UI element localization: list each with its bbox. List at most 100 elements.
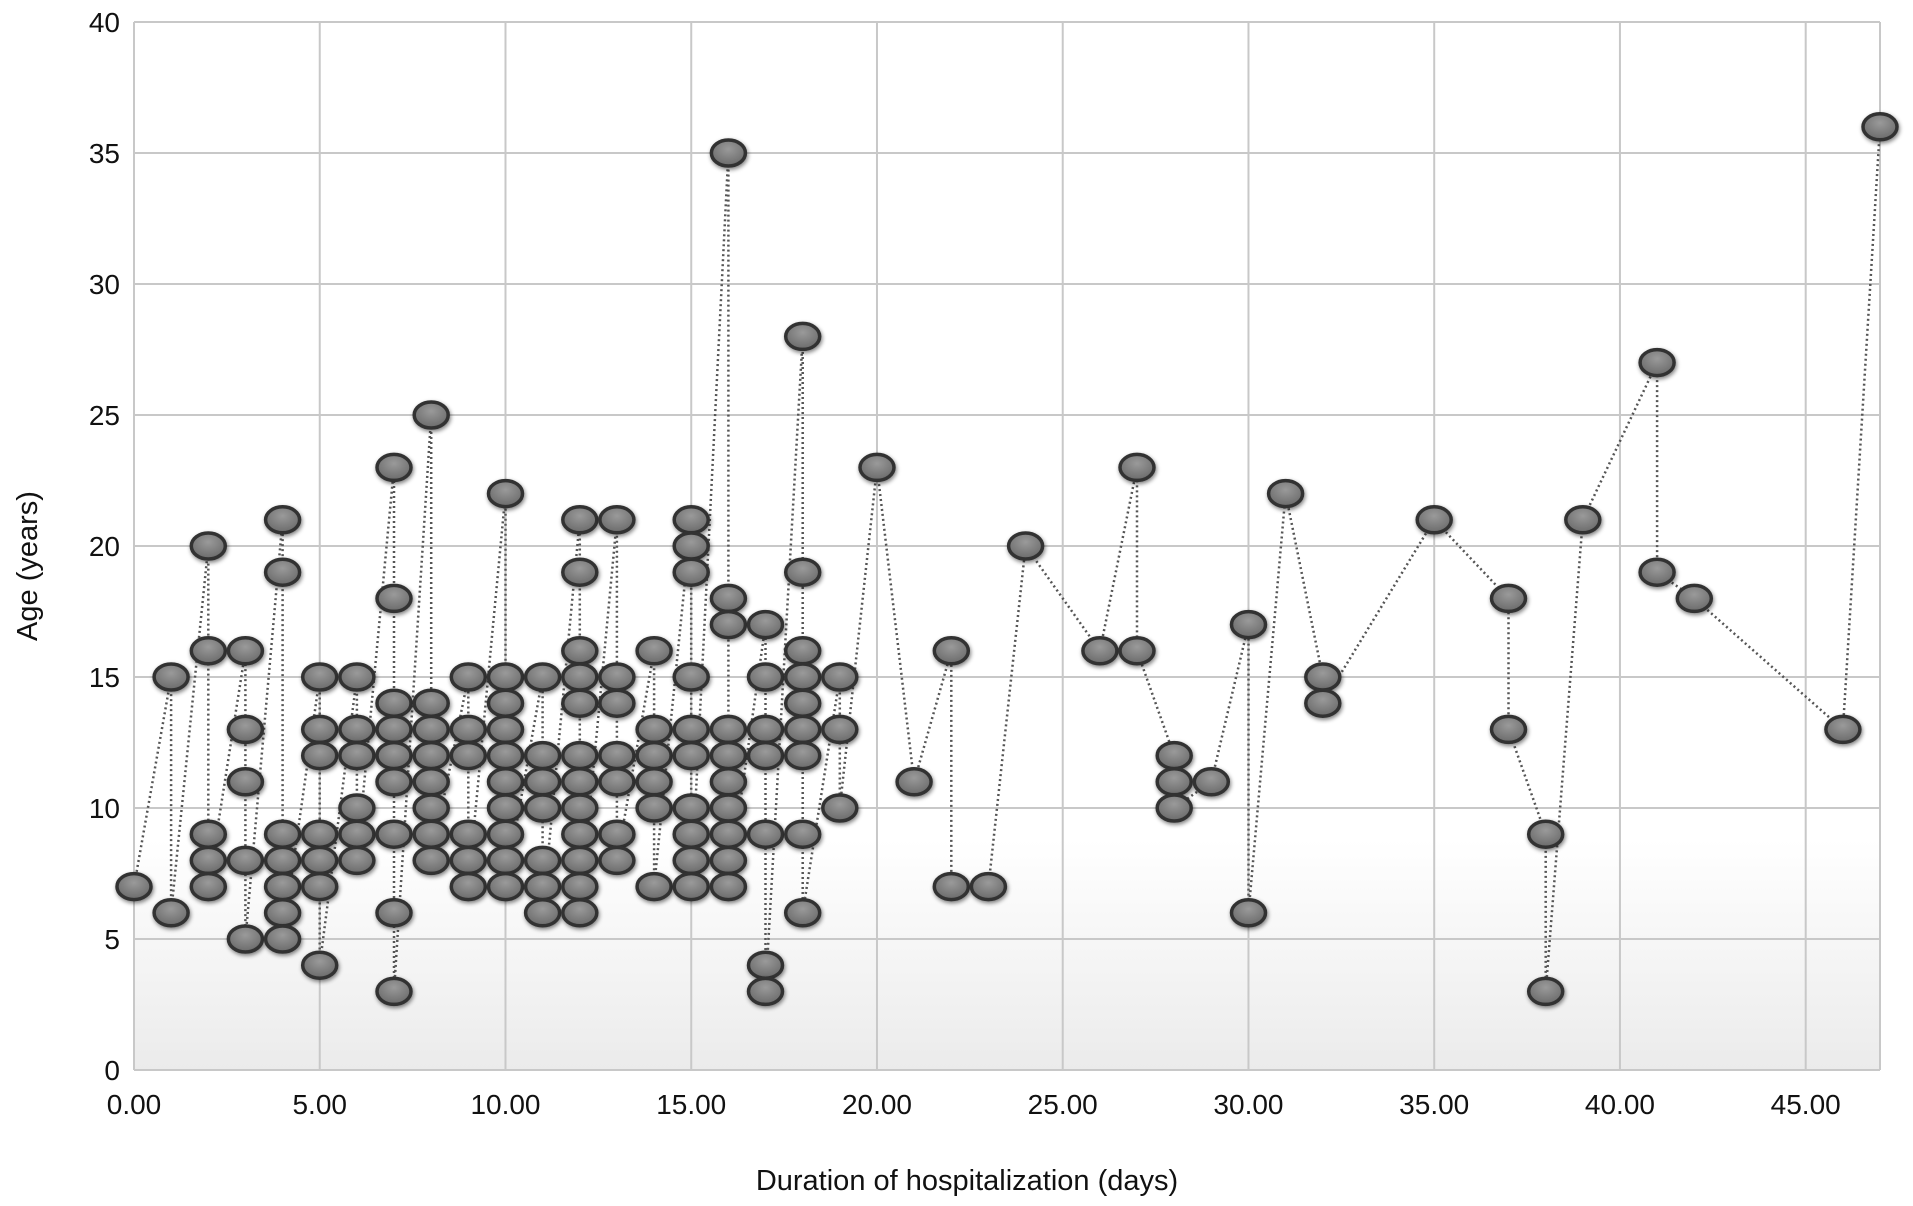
data-point: [561, 636, 599, 666]
data-point: [709, 138, 748, 168]
data-point: [746, 740, 785, 771]
data-point: [1155, 767, 1193, 797]
data-point: [561, 845, 599, 876]
data-point: [375, 740, 413, 771]
data-markers: [115, 112, 1899, 1007]
data-point: [189, 531, 228, 561]
data-point: [338, 714, 376, 745]
data-point: [152, 662, 190, 692]
data-point: [486, 871, 525, 902]
x-tick-label: 25.00: [1028, 1089, 1098, 1120]
data-point: [821, 793, 859, 823]
data-point: [1118, 452, 1156, 483]
data-point: [672, 740, 710, 771]
data-point: [1192, 767, 1231, 797]
data-point: [1675, 583, 1714, 614]
x-axis-ticks: 0.00 5.00 10.00 15.00 20.00 25.00 30.00 35.00 40…: [107, 1089, 1841, 1120]
data-point: [598, 845, 636, 876]
data-point: [226, 924, 265, 954]
data-point: [1155, 793, 1193, 823]
data-point: [449, 871, 488, 902]
data-point: [486, 819, 525, 849]
data-point: [300, 950, 339, 980]
data-point: [189, 819, 228, 849]
data-point: [672, 662, 710, 692]
data-point: [486, 478, 525, 509]
data-point: [709, 740, 748, 771]
data-point: [523, 767, 562, 797]
data-point: [263, 924, 302, 954]
data-point: [486, 767, 525, 797]
data-point: [523, 662, 562, 692]
y-tick-label: 0: [104, 1055, 120, 1086]
data-point: [226, 636, 265, 666]
data-point: [1526, 819, 1565, 849]
data-point: [1266, 478, 1305, 509]
data-point: [1118, 636, 1156, 666]
data-point: [709, 609, 748, 640]
data-point: [300, 714, 339, 745]
data-point: [449, 714, 488, 745]
data-point: [783, 688, 822, 718]
data-point: [1229, 898, 1268, 928]
data-point: [969, 871, 1008, 902]
data-point: [375, 819, 413, 849]
data-point: [263, 819, 302, 849]
data-point: [821, 662, 859, 692]
data-point: [746, 976, 785, 1007]
data-point: [1861, 112, 1899, 142]
data-point: [300, 845, 339, 876]
data-point: [672, 557, 710, 587]
data-point: [375, 452, 413, 483]
y-tick-label: 30: [89, 269, 120, 300]
data-point: [375, 767, 413, 797]
data-point: [412, 688, 450, 718]
data-point: [561, 740, 599, 771]
data-point: [598, 688, 636, 718]
data-point: [486, 688, 525, 718]
data-point: [263, 871, 302, 902]
data-point: [672, 845, 710, 876]
data-point: [561, 793, 599, 823]
data-point: [1526, 976, 1565, 1007]
data-point: [263, 898, 302, 928]
y-tick-label: 15: [89, 662, 120, 693]
data-point: [709, 845, 748, 876]
data-point: [486, 845, 525, 876]
data-point: [561, 688, 599, 718]
data-point: [412, 793, 450, 823]
x-tick-label: 15.00: [656, 1089, 726, 1120]
data-point: [300, 819, 339, 849]
data-point: [709, 793, 748, 823]
data-point: [1489, 714, 1528, 745]
data-point: [449, 662, 488, 692]
data-point: [1415, 505, 1453, 535]
data-point: [375, 898, 413, 928]
data-point: [1081, 636, 1119, 666]
data-point: [412, 767, 450, 797]
data-point: [523, 871, 562, 902]
data-point: [783, 321, 822, 352]
x-axis-title: Duration of hospitalization (days): [756, 1165, 1178, 1197]
data-point: [1304, 688, 1342, 718]
data-point: [449, 740, 488, 771]
data-point: [561, 505, 599, 535]
data-point: [635, 740, 673, 771]
data-point: [412, 819, 450, 849]
data-point: [1564, 505, 1602, 535]
data-point: [783, 714, 822, 745]
data-point: [1824, 714, 1862, 745]
data-point: [598, 819, 636, 849]
data-point: [709, 583, 748, 614]
data-point: [635, 636, 673, 666]
x-tick-label: 10.00: [470, 1089, 540, 1120]
data-point: [672, 793, 710, 823]
data-point: [783, 557, 822, 587]
data-point: [635, 793, 673, 823]
data-point: [226, 845, 265, 876]
data-point: [523, 845, 562, 876]
y-tick-label: 35: [89, 138, 120, 169]
data-point: [226, 767, 265, 797]
data-point: [672, 531, 710, 561]
